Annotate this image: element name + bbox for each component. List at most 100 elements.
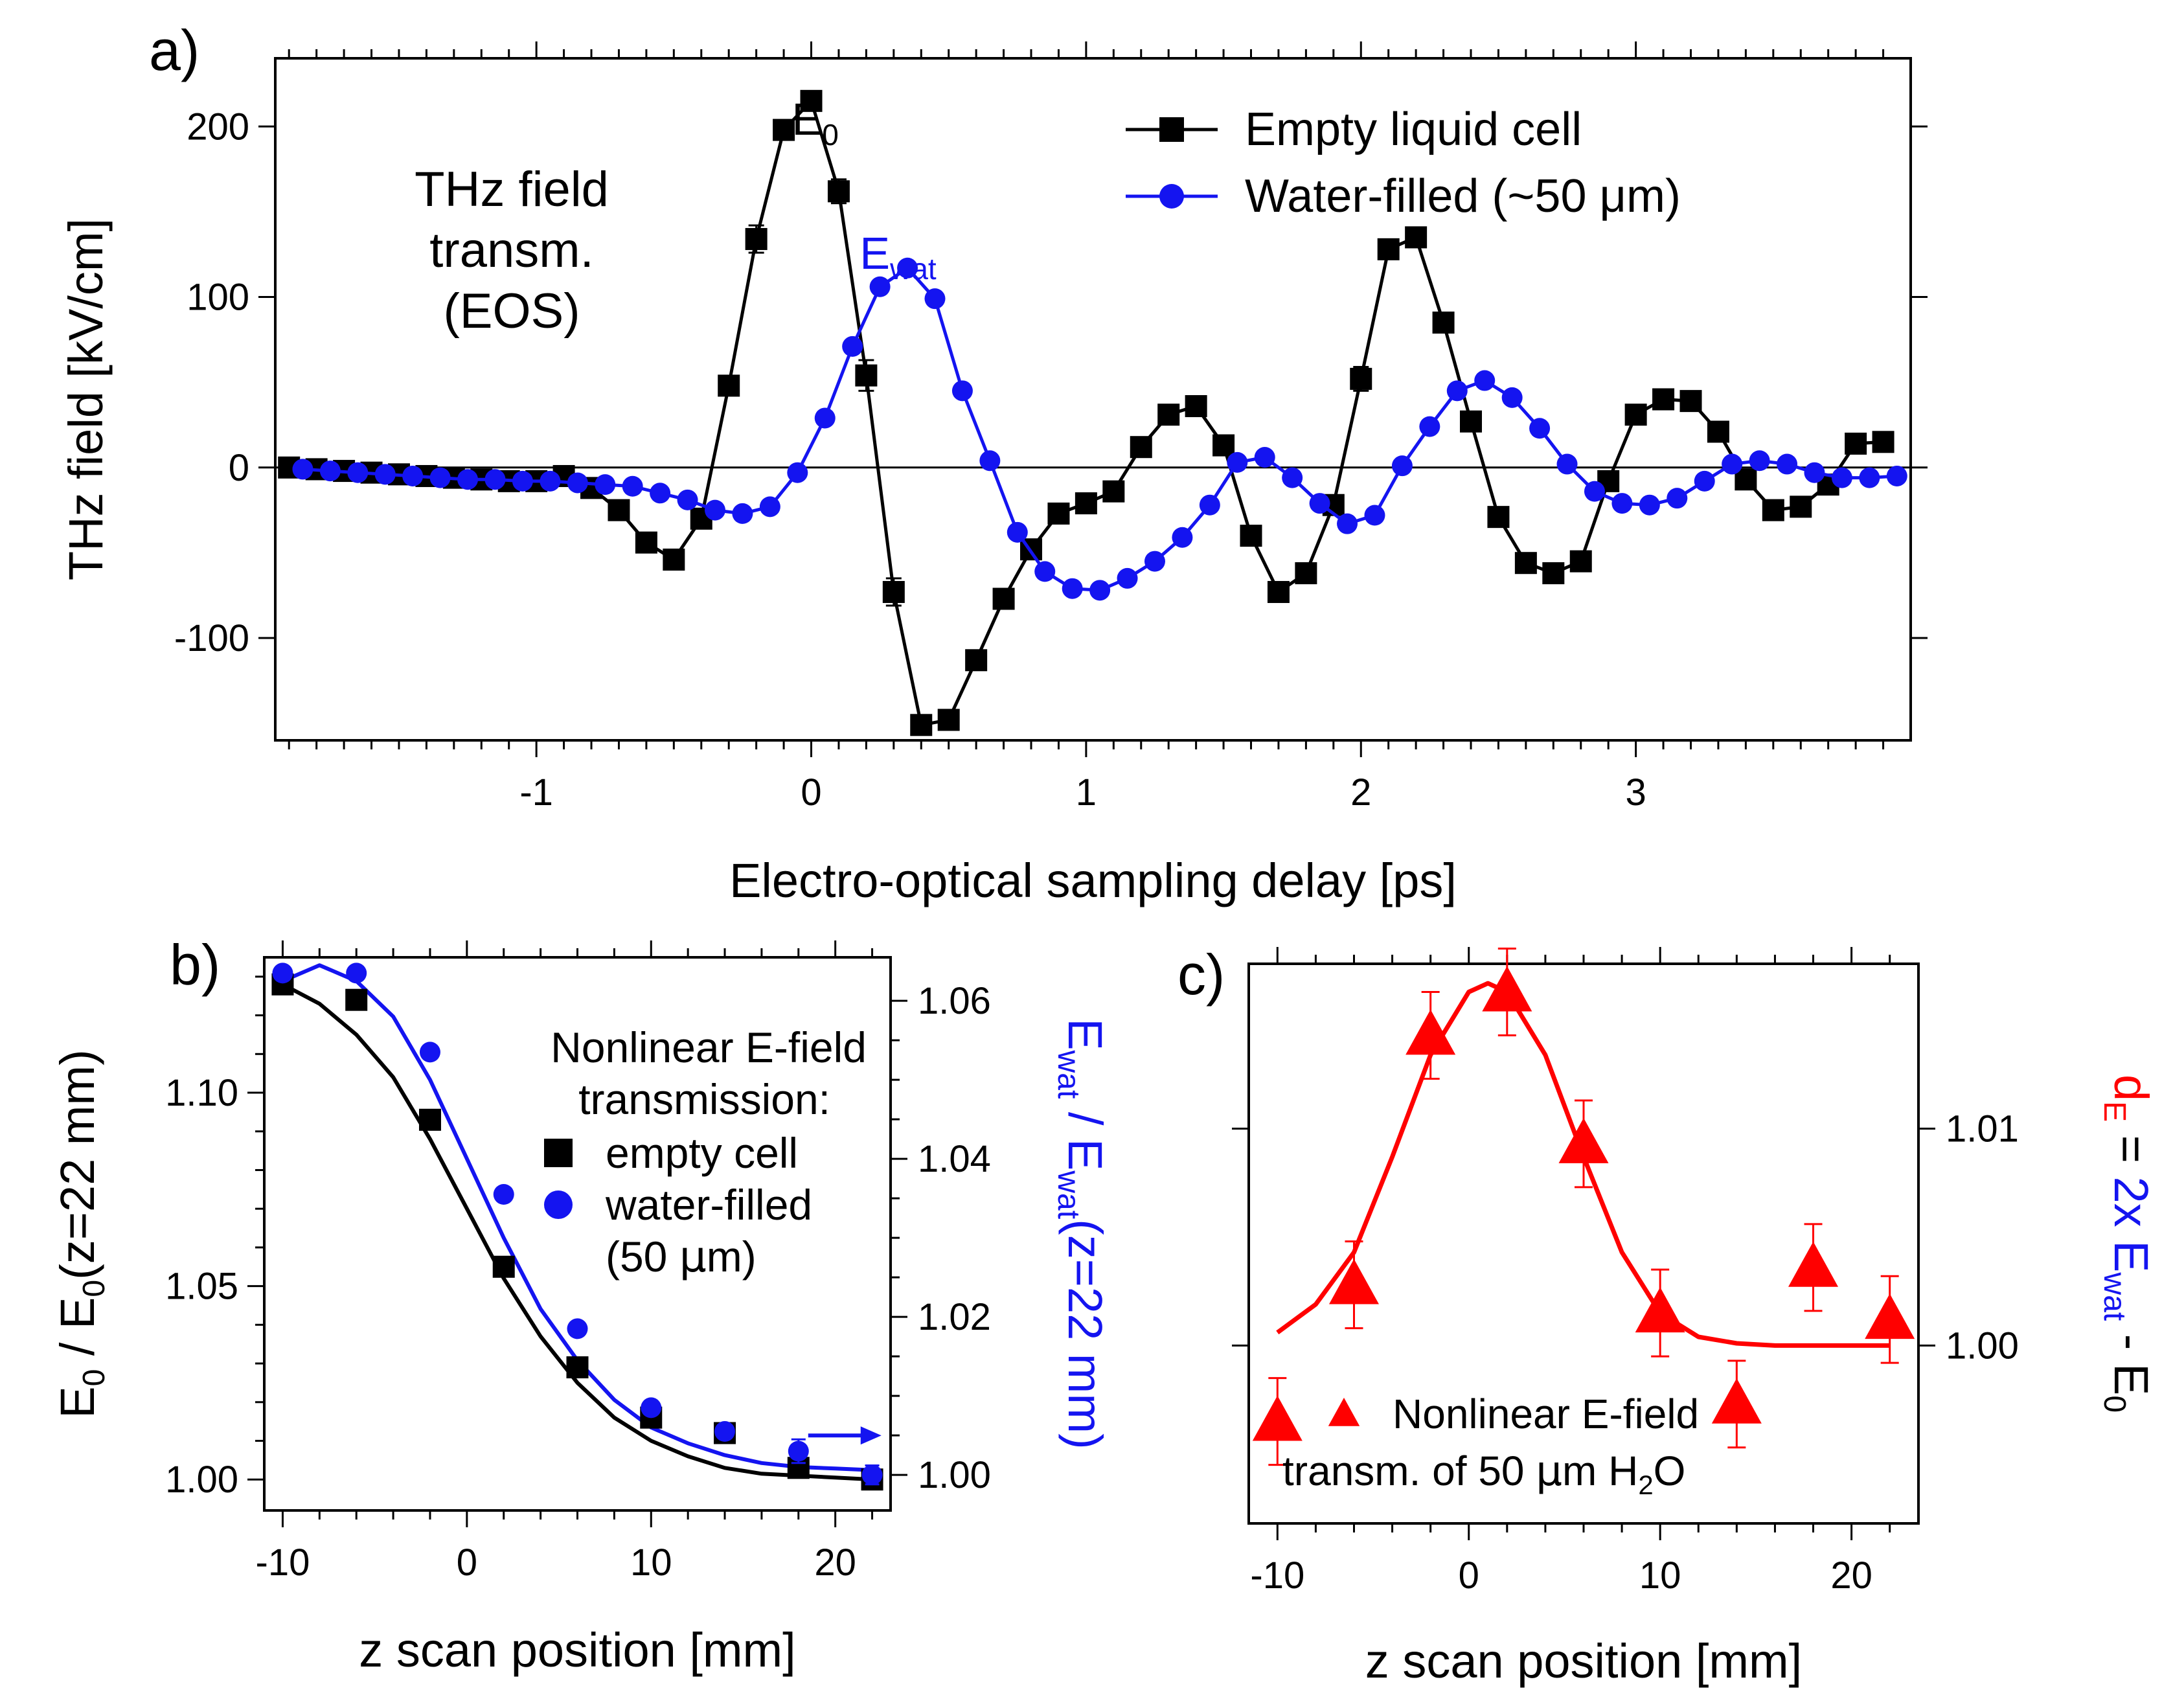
data-point-water xyxy=(1446,380,1468,402)
legend-title-line: Nonlinear E-field xyxy=(551,1023,867,1071)
data-point-empty xyxy=(345,988,368,1011)
y-tick-label: 100 xyxy=(187,277,249,319)
y2-axis-label-sub: wat xyxy=(1051,1170,1086,1219)
inset-text-line: THz field xyxy=(415,162,609,217)
peak-label-ewat-main: E xyxy=(859,228,890,279)
x-tick-label: 20 xyxy=(814,1542,856,1584)
data-point-empty xyxy=(1845,432,1867,455)
data-point-water xyxy=(869,276,891,297)
data-point-water xyxy=(677,489,698,510)
data-point-empty xyxy=(1102,480,1125,503)
data-point-water xyxy=(374,464,396,485)
legend-marker-empty xyxy=(1159,117,1184,142)
y2-axis-label: dE = 2x Ewat - E0 xyxy=(2097,1075,2158,1413)
data-point-empty xyxy=(1707,420,1729,443)
data-point-water xyxy=(1777,453,1798,475)
data-point-empty xyxy=(718,374,740,397)
data-point-water xyxy=(1831,467,1852,488)
chart-panel-c: -10 0 10 201.001.01z scan position [mm]c)dE… xyxy=(1178,942,2158,1688)
data-point-water xyxy=(1282,467,1303,488)
plot-frame xyxy=(1247,962,1920,1525)
data-point-water xyxy=(897,257,918,279)
data-point-empty xyxy=(1267,580,1290,603)
data-point-water xyxy=(1364,505,1385,526)
legend-label-water: water-filled xyxy=(605,1181,812,1229)
y-tick-label: 1.00 xyxy=(165,1459,238,1501)
data-point-water xyxy=(1007,521,1028,543)
data-point-water xyxy=(347,462,369,483)
data-point-water xyxy=(1034,561,1056,582)
data-point-water xyxy=(567,472,588,494)
legend-label-empty: empty cell xyxy=(606,1129,798,1177)
data-point-empty xyxy=(1762,499,1784,521)
legend-line2-part: O xyxy=(1654,1448,1686,1494)
data-point-empty xyxy=(1624,404,1647,426)
x-tick-label: -10 xyxy=(256,1542,310,1584)
data-point-empty xyxy=(992,587,1015,610)
data-point-empty xyxy=(1377,238,1400,260)
data-point-empty xyxy=(663,548,685,571)
data-point-empty xyxy=(855,364,878,387)
y-axis-label-sub: 0 xyxy=(77,1369,111,1387)
data-point-water xyxy=(1722,453,1743,475)
data-point-empty xyxy=(1569,550,1592,573)
y2-tick-label: 1.02 xyxy=(918,1296,991,1338)
data-point-water xyxy=(1089,580,1111,601)
x-tick-label: -1 xyxy=(519,771,553,814)
data-point-empty xyxy=(1460,410,1483,433)
y2-tick-label: 1.00 xyxy=(918,1454,991,1496)
data-point-empty xyxy=(1652,388,1675,411)
inset-text-line: transm. xyxy=(429,223,593,278)
y-tick-label: 0 xyxy=(229,447,249,489)
data-point-water xyxy=(1694,470,1715,492)
y-axis-label-part: / E xyxy=(51,1297,104,1369)
y-axis-label: THz field [kV/cm] xyxy=(59,218,113,580)
data-point-water xyxy=(1886,465,1907,486)
data-point-water xyxy=(1639,494,1660,516)
data-point-empty xyxy=(1157,404,1180,426)
data-point xyxy=(1328,1258,1379,1304)
legend-extra-part: (50 xyxy=(606,1233,679,1281)
x-tick-label: 1 xyxy=(1076,771,1097,814)
data-point-empty xyxy=(1405,226,1428,249)
data-point-empty xyxy=(1350,367,1372,390)
data-point-water xyxy=(842,336,863,357)
y2-tick-label: 1.06 xyxy=(918,980,991,1022)
y-axis-label: E0 / E0(z=22 mm) xyxy=(51,1049,111,1418)
data-point-empty xyxy=(418,1108,441,1131)
data-point-water xyxy=(1859,467,1880,488)
data-point-water xyxy=(1172,527,1193,548)
legend-label-water: Water-filled (~50 μm) xyxy=(1245,170,1681,222)
peak-label-ewat: Ewat xyxy=(859,228,937,286)
data-point-empty xyxy=(827,180,850,203)
x-tick-label: -10 xyxy=(1250,1554,1304,1597)
data-point-water xyxy=(1309,493,1330,514)
data-point-water xyxy=(512,470,533,492)
y2-axis-label-2x: 2x E xyxy=(2104,1176,2158,1272)
data-point-water xyxy=(641,1397,662,1418)
data-point-empty xyxy=(566,1356,589,1379)
x-axis-label: z scan position [mm] xyxy=(359,1623,795,1677)
x-tick-label: 10 xyxy=(1639,1554,1681,1597)
data-point xyxy=(1558,1118,1609,1163)
y2-tick-label: 1.04 xyxy=(918,1138,991,1180)
x-tick-label: 2 xyxy=(1350,771,1371,814)
data-point-empty xyxy=(635,531,657,554)
data-point-water xyxy=(1254,447,1275,468)
y-axis-label-part: (z=22 mm) xyxy=(51,1049,104,1280)
legend-marker-water xyxy=(544,1190,573,1219)
data-point-water xyxy=(924,288,946,310)
y2-tick-label: 1.00 xyxy=(1946,1325,2019,1367)
data-point-water xyxy=(787,462,808,483)
x-tick-label: 0 xyxy=(1459,1554,1479,1597)
data-point-water xyxy=(1199,494,1220,516)
fit-curve-gaussian xyxy=(1276,981,1890,1348)
axis-arrow-head xyxy=(860,1426,882,1445)
data-point-water xyxy=(493,1184,514,1205)
data-point-water xyxy=(732,503,753,524)
data-point-water xyxy=(272,962,293,984)
panel-label-c: c) xyxy=(1178,942,1225,1007)
data-point-empty xyxy=(1679,390,1702,413)
data-point-empty xyxy=(1790,495,1812,518)
